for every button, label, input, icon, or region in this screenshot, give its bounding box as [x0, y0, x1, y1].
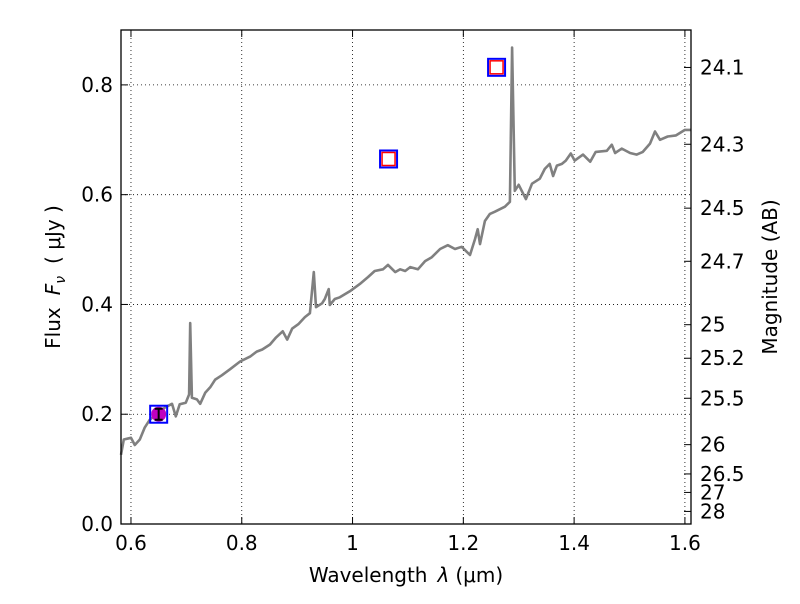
right-tick-label: 24.7: [700, 249, 745, 273]
y-tick-label: 0.6: [81, 183, 113, 207]
spectrum-line: [119, 46, 691, 456]
right-tick-label: 25: [700, 313, 725, 337]
right-tick-label: 24.5: [700, 196, 745, 220]
y-tick-label: 0.2: [81, 402, 113, 426]
y-label-unit: ( μJy ): [41, 205, 65, 264]
x-tick-label: 1.4: [558, 531, 590, 555]
error-bar: [154, 407, 163, 421]
ticks: 0.6 0.8 1 1.2 1.4 1.6 0.0 0.2 0.4 0.6 0.8 24.1 24.3 2…: [81, 30, 745, 555]
x-label-symbol: λ: [437, 563, 450, 587]
right-tick-label: 28: [700, 499, 725, 523]
x-tick-label: 1.6: [669, 531, 701, 555]
x-label-unit: (μm): [455, 563, 503, 587]
right-tick-label: 24.3: [700, 132, 745, 156]
right-axis-label: Magnitude (AB): [758, 199, 782, 354]
y-label-symbol: F: [41, 283, 65, 295]
x-tick-label: 0.8: [226, 531, 258, 555]
observed-photometry-marker: [381, 151, 396, 167]
right-tick-label: 25.2: [700, 346, 745, 370]
x-tick-label: 0.6: [115, 531, 147, 555]
model-photometry-marker: [379, 149, 399, 169]
series-layer: [119, 46, 691, 456]
x-label-prefix: Wavelength: [309, 563, 428, 587]
model-photometry-marker: [487, 57, 507, 77]
right-tick-label: 26.5: [700, 462, 745, 486]
plot-frame: [120, 29, 692, 525]
y-axis-label: Flux Fν ( μJy ): [41, 205, 69, 349]
y-tick-label: 0.4: [81, 292, 113, 316]
y-tick-label: 0.8: [81, 73, 113, 97]
y-label-prefix: Flux: [41, 307, 65, 349]
right-tick-label: 27: [700, 480, 725, 504]
observed-photometry-marker: [489, 60, 504, 75]
right-tick-label: 24.1: [700, 55, 745, 79]
model-photometry-marker: [149, 404, 169, 424]
y-tick-label: 0.0: [81, 512, 113, 536]
x-tick-label: 1: [346, 531, 359, 555]
y-label-subscript: ν: [53, 276, 69, 284]
x-tick-label: 1.2: [447, 531, 479, 555]
grid: [121, 30, 691, 525]
right-tick-label: 25.5: [700, 386, 745, 410]
right-tick-label: 26: [700, 433, 725, 457]
x-axis-label: Wavelength λ (μm): [309, 563, 503, 587]
